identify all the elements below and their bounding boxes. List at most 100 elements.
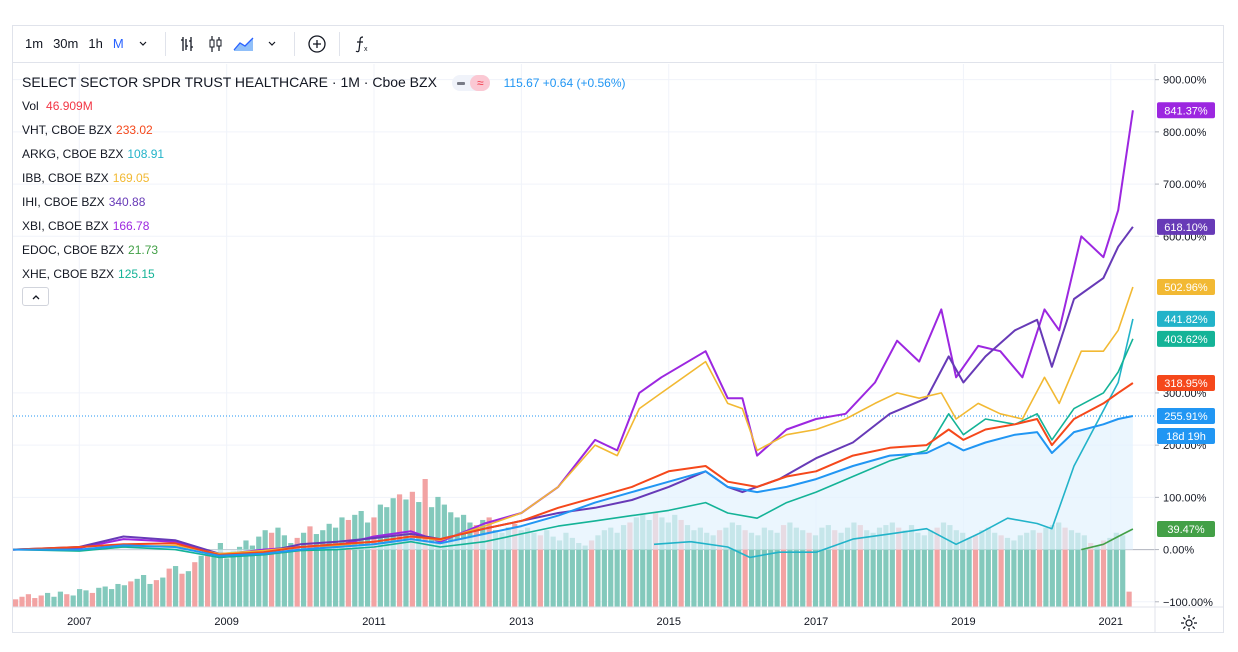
add-compare-icon[interactable] (303, 30, 331, 58)
volume-bar (390, 498, 396, 607)
compare-legend-row[interactable]: ARKG, CBOE BZX 108.91 (22, 142, 626, 166)
volume-bar (172, 566, 179, 607)
compare-legend-row[interactable]: IBB, CBOE BZX 169.05 (22, 166, 626, 190)
volume-value: 46.909M (46, 99, 93, 113)
volume-bar (953, 530, 959, 607)
compare-symbol-label: ARKG, CBOE BZX (22, 147, 124, 161)
volume-bar (1043, 527, 1049, 607)
volume-bar (326, 523, 332, 607)
axes: 900.00%800.00%700.00%600.00%300.00%200.0… (12, 64, 1224, 633)
compare-toggle[interactable]: ≈ (452, 74, 491, 91)
volume-bar (505, 527, 511, 607)
volume-bar (448, 512, 454, 607)
volume-bar (876, 527, 883, 607)
compare-legend-row[interactable]: EDOC, CBOE BZX 21.73 (22, 238, 626, 262)
candlestick-icon[interactable] (202, 30, 230, 58)
volume-bar (467, 522, 473, 607)
interval-1m-button[interactable]: 1m (25, 35, 44, 51)
volume-bar (473, 525, 479, 607)
volume-bar (979, 530, 985, 607)
area-chart-icon[interactable] (230, 30, 258, 58)
volume-bar (249, 545, 255, 607)
legend-volume-row[interactable]: Vol 46.909M (22, 94, 626, 118)
volume-bar (44, 592, 51, 607)
price-badge-bg (1157, 330, 1215, 347)
toolbar: 1m 30m 1h M x (12, 25, 1224, 63)
series-line (12, 382, 1134, 556)
series-lines (12, 110, 1134, 559)
interval-30m-button[interactable]: 30m (53, 35, 79, 51)
volume-bar (268, 532, 275, 607)
compare-symbol-label: XHE, CBOE BZX (22, 267, 115, 281)
gear-icon (1181, 615, 1197, 631)
volume-bar (428, 507, 435, 607)
compare-legend-row[interactable]: IHI, CBOE BZX 340.88 (22, 190, 626, 214)
volume-bar (889, 522, 895, 607)
compare-legend-row[interactable]: XBI, CBOE BZX 166.78 (22, 214, 626, 238)
volume-bar (384, 507, 390, 607)
volume-bar (19, 596, 25, 607)
volume-bar (358, 511, 364, 607)
collapse-legend-button[interactable] (22, 287, 49, 306)
volume-bar (966, 537, 972, 607)
volume-bar (115, 583, 121, 607)
volume-bar (364, 522, 371, 607)
price-badge: 441.82% (1157, 310, 1215, 327)
compare-symbol-label: VHT, CBOE BZX (22, 123, 113, 137)
volume-bar (454, 517, 460, 607)
volume-bar (793, 527, 799, 607)
volume-bar (1068, 530, 1075, 607)
volume-bar (38, 595, 44, 607)
volume-bar (896, 527, 902, 607)
volume-bar (659, 517, 665, 607)
volume-bar (339, 517, 345, 607)
symbol-title[interactable]: SELECT SECTOR SPDR TRUST HEALTHCARE · 1M… (22, 74, 437, 90)
chevron-down-icon[interactable] (258, 30, 286, 58)
interval-1h-button[interactable]: 1h (88, 35, 103, 51)
compare-legend-row[interactable]: VHT, CBOE BZX 233.02 (22, 118, 626, 142)
main-area (13, 416, 1133, 556)
volume-label: Vol (22, 99, 39, 113)
volume-bar (236, 546, 243, 607)
volume-bar (1011, 540, 1017, 607)
indicators-icon[interactable]: x (348, 30, 376, 58)
price-badge-bg (1157, 278, 1215, 295)
chart-frame (12, 25, 1224, 633)
volume-bar (531, 532, 537, 607)
volume-bar (620, 525, 627, 607)
y-tick-label: 900.00% (1163, 75, 1207, 87)
price-badge-label: 841.37% (1164, 105, 1208, 117)
volume-bar (1088, 543, 1094, 607)
chevron-down-icon[interactable] (129, 30, 157, 58)
volume-bar (1094, 545, 1100, 607)
volume-bar (857, 525, 863, 607)
volume-bar (665, 522, 671, 607)
compare-legend-row[interactable]: XHE, CBOE BZX 125.15 (22, 262, 626, 286)
volume-bar (211, 553, 217, 607)
volume-bar (352, 514, 358, 607)
price-badge-label: 502.96% (1164, 282, 1208, 294)
volume-bar (320, 530, 326, 607)
price-badge-bg (1157, 102, 1215, 119)
volume-bar (1017, 535, 1023, 607)
x-tick-label: 2019 (951, 616, 975, 628)
volume-bar (1024, 532, 1030, 607)
settings-gear[interactable] (1180, 614, 1198, 632)
x-tick-label: 2015 (656, 616, 680, 628)
bar-chart-icon[interactable] (174, 30, 202, 58)
price-badge-bg (1157, 407, 1215, 424)
compare-symbol-value: 166.78 (112, 219, 150, 233)
interval-month-button[interactable]: M (112, 35, 124, 51)
volume-bar (217, 543, 223, 607)
volume-bar (742, 530, 748, 607)
y-tick-label: 0.00% (1163, 545, 1194, 557)
price-badge-bg (1157, 520, 1215, 537)
price-badge-label: 39.47% (1167, 524, 1205, 536)
volume-bar (972, 535, 979, 607)
volume-bar (281, 535, 287, 607)
volume-bar (902, 530, 908, 607)
volume-bar (1075, 532, 1081, 607)
volume-bar (332, 527, 339, 607)
volume-bar (300, 532, 307, 607)
